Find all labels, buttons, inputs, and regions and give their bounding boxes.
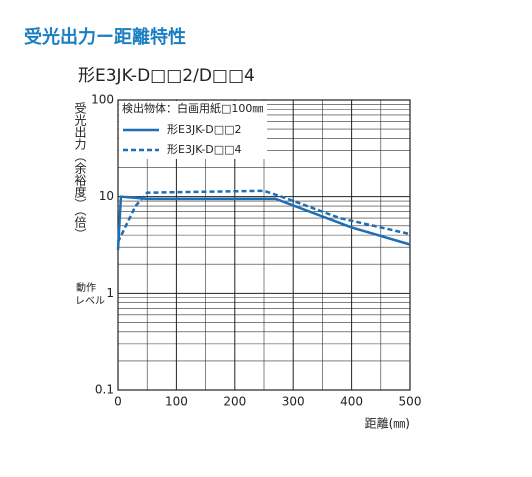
y-tick-label: 100 [91,93,114,107]
annotation: レベル [75,295,105,307]
y-tick-label: 10 [99,189,114,203]
x-tick-label: 300 [282,395,305,409]
series-line [116,195,411,251]
x-tick-label: 400 [340,395,363,409]
legend-label: 形E3JK-D□□2 [167,123,241,136]
x-axis-label: 距離(㎜) [365,417,410,431]
y-tick-label: 1 [106,286,114,300]
x-tick-label: 0 [114,395,122,409]
x-tick-label: 200 [223,395,246,409]
legend-label: 形E3JK-D□□4 [167,143,241,156]
y-axis-label: 受光出力（余裕度）（倍） [73,102,87,240]
x-tick-label: 100 [165,395,188,409]
page-header: 受光出力ー距離特性 [24,26,186,48]
legend-title: 検出物体：白画用紙□100㎜ [122,101,263,115]
y-tick-label: 0.1 [95,383,114,397]
chart-title: 形E3JK-D□□2/D□□4 [78,66,255,86]
annotation: 動作 [76,281,96,294]
x-tick-label: 500 [399,395,422,409]
